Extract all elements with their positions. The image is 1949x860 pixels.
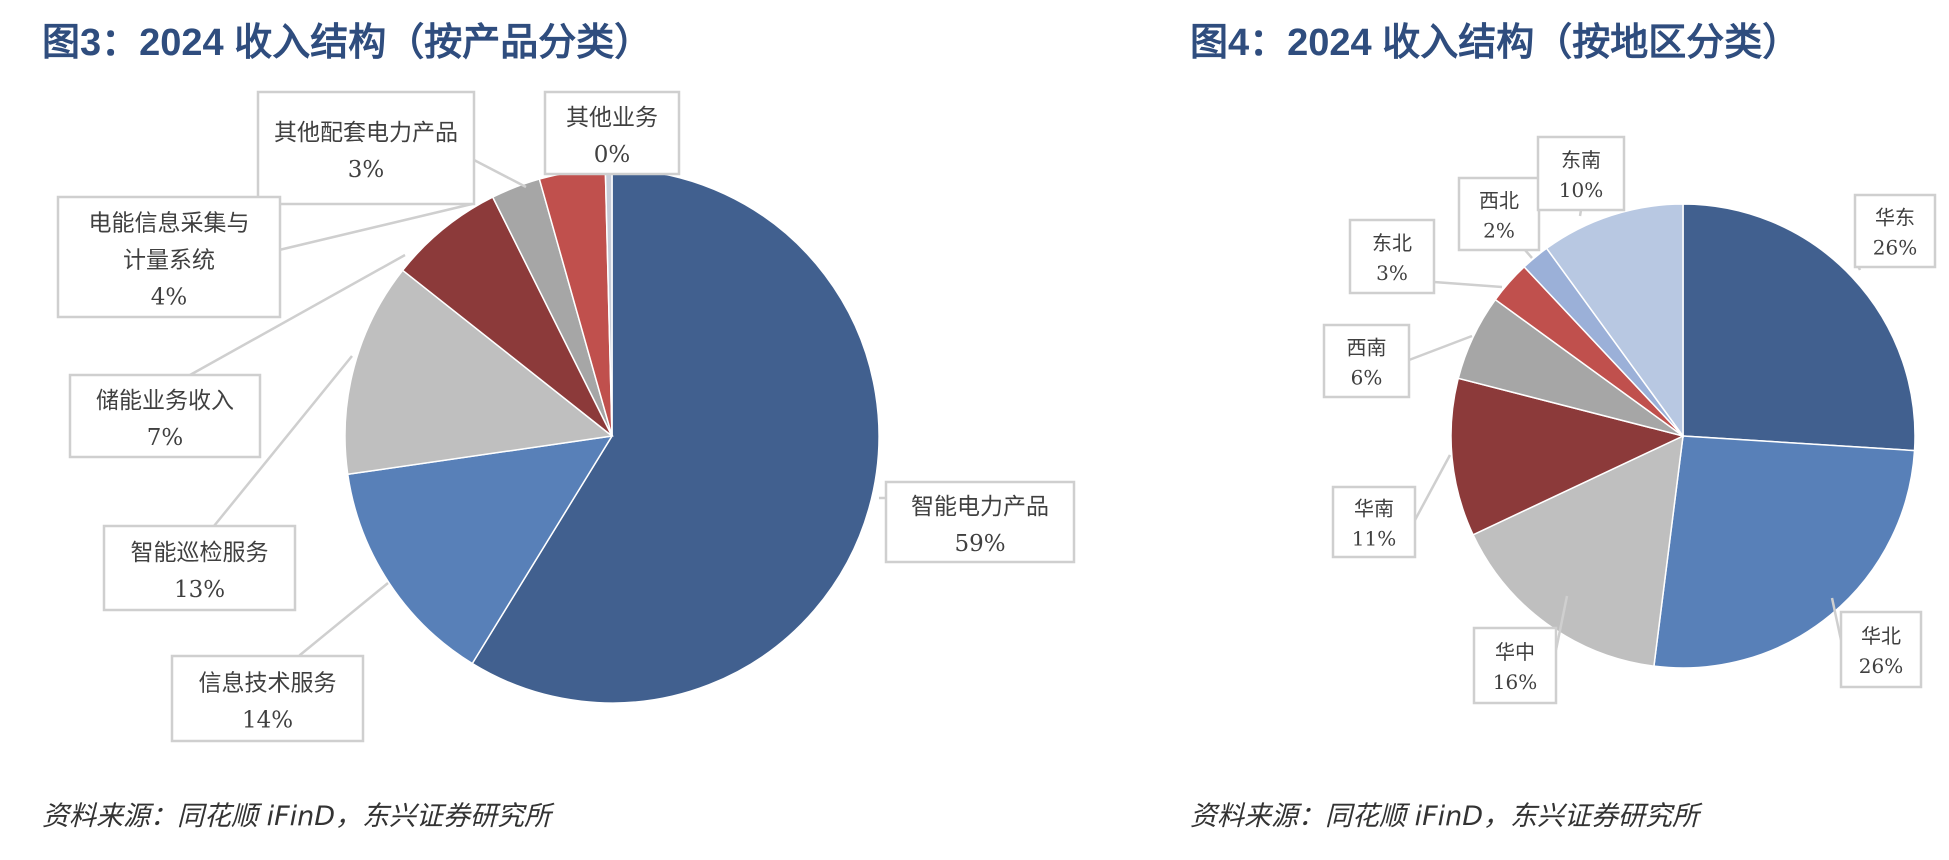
label-box: [543, 90, 681, 176]
pie-labels-region: 华东 26% 华北 26% 华中 16% 华南 11% 西南 6% 东北 3% 西北 2% 东南 10%: [1322, 135, 1937, 705]
pie-labels-product: 智能电力产品 59% 信息技术服务 14% 智能巡检服务 13% 储能业务收入 7% 其他配套电…: [56, 90, 1076, 743]
slice-category-label: 西南: [1347, 335, 1387, 359]
pie-slice-1: [1682, 203, 1916, 452]
slice-value-label: 26%: [1859, 654, 1903, 678]
label-leader-line: [1433, 280, 1503, 289]
label-leader-line: [1413, 454, 1452, 521]
slice-category-label: 计量系统: [123, 247, 215, 273]
label-leader-line: [473, 158, 527, 189]
label-leader-line: [213, 355, 353, 527]
label-box: [1853, 193, 1937, 269]
slice-value-label: 16%: [1493, 670, 1537, 694]
label-box: [1472, 626, 1558, 705]
slice-value-label: 10%: [1559, 178, 1603, 202]
label-box: [1457, 176, 1541, 252]
slice-value-label: 14%: [242, 707, 293, 733]
label-leader-line: [1554, 595, 1569, 651]
slice-value-label: 4%: [151, 284, 188, 310]
label-box: [1348, 218, 1436, 295]
slice-value-label: 3%: [1376, 261, 1408, 285]
label-box: [256, 90, 476, 206]
slice-category-label: 华南: [1354, 496, 1394, 520]
slice-value-label: 3%: [348, 157, 385, 183]
label-box: [1322, 323, 1411, 399]
figure-4-title: 图4：2024 收入结构（按地区分类）: [1190, 22, 1801, 64]
slice-category-label: 东北: [1372, 231, 1412, 255]
label-leader-line: [189, 253, 406, 377]
slice-value-label: 26%: [1873, 235, 1917, 259]
slice-category-label: 电能信息采集与: [89, 210, 250, 236]
pie-slice-1: [471, 168, 880, 704]
pie-slice-3: [1472, 434, 1684, 668]
pie-slice-4: [401, 196, 613, 437]
label-box: [102, 524, 297, 612]
figure-4-source: 资料来源：同花顺 iFinD，东兴证券研究所: [1190, 801, 1700, 832]
slice-value-label: 13%: [174, 577, 225, 603]
figure-3-title: 图3：2024 收入结构（按产品分类）: [42, 22, 653, 64]
label-box: [1536, 135, 1626, 212]
label-box: [170, 654, 365, 743]
pie-chart-product: [344, 168, 880, 704]
pie-slice-2: [346, 435, 614, 665]
slice-value-label: 7%: [147, 425, 184, 451]
pie-slice-2: [1653, 435, 1916, 669]
label-leader-line: [1408, 334, 1473, 362]
slice-category-label: 东南: [1561, 148, 1601, 172]
pie-slice-3: [344, 269, 614, 476]
slice-category-label: 其他配套电力产品: [274, 120, 458, 146]
slice-category-label: 信息技术服务: [199, 670, 337, 696]
slice-category-label: 智能电力产品: [911, 494, 1049, 520]
label-leader-line: [1830, 597, 1843, 641]
slice-value-label: 2%: [1483, 218, 1515, 242]
pie-chart-region: [1450, 203, 1916, 669]
label-box: [1331, 485, 1417, 559]
slice-value-label: 0%: [594, 142, 631, 168]
figure-3-source: 资料来源：同花顺 iFinD，东兴证券研究所: [42, 801, 552, 832]
pie-slice-8: [1545, 203, 1684, 439]
slice-category-label: 华东: [1875, 205, 1915, 229]
label-box: [56, 195, 282, 319]
slice-value-label: 59%: [954, 531, 1005, 557]
slice-category-label: 其他业务: [566, 105, 658, 131]
slice-category-label: 华北: [1861, 624, 1901, 648]
slice-category-label: 智能巡检服务: [131, 540, 269, 566]
slice-value-label: 11%: [1352, 526, 1396, 550]
slice-category-label: 西北: [1479, 188, 1519, 212]
label-leader-line: [1524, 249, 1533, 259]
slice-value-label: 6%: [1351, 365, 1383, 389]
label-box: [884, 480, 1076, 564]
slice-category-label: 华中: [1495, 640, 1535, 664]
pie-slice-4: [1450, 377, 1686, 536]
label-box: [68, 373, 262, 459]
label-box: [1839, 610, 1923, 689]
slice-category-label: 储能业务收入: [96, 388, 234, 414]
